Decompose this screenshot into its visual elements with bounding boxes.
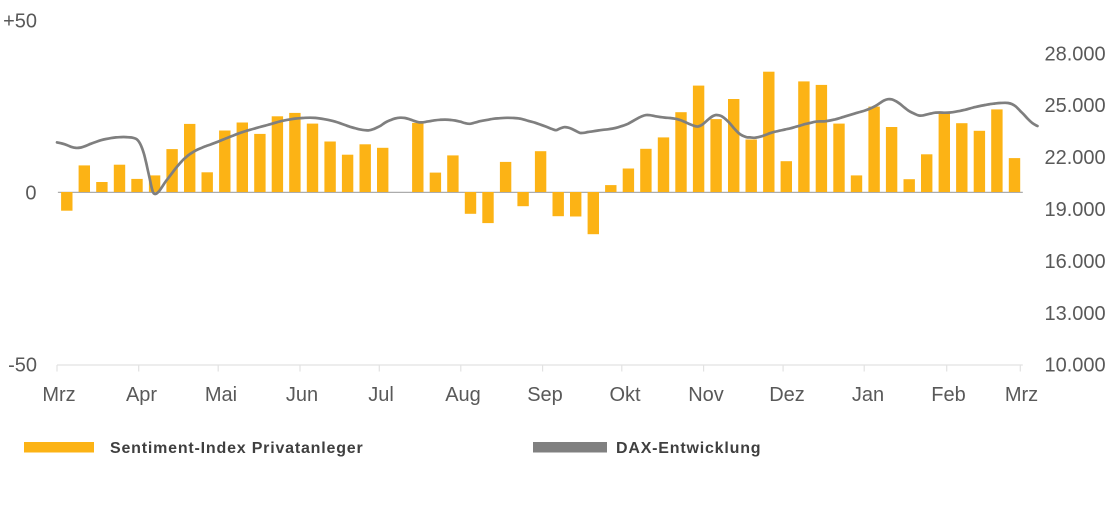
svg-text:Apr: Apr [126,384,157,406]
svg-text:-50: -50 [8,355,37,377]
svg-text:Jul: Jul [368,384,394,406]
svg-text:Nov: Nov [688,384,724,406]
svg-text:+50: +50 [3,10,37,32]
svg-text:Mrz: Mrz [1005,384,1038,406]
svg-text:Jan: Jan [852,384,884,406]
svg-text:Okt: Okt [609,384,641,406]
svg-text:10.000: 10.000 [1045,355,1106,377]
svg-text:Mai: Mai [205,384,237,406]
svg-text:Feb: Feb [931,384,965,406]
svg-text:16.000: 16.000 [1045,251,1106,273]
svg-text:Mrz: Mrz [42,384,75,406]
svg-text:25.000: 25.000 [1045,95,1106,117]
svg-text:Sentiment-Index Privatanleger: Sentiment-Index Privatanleger [110,440,364,457]
svg-text:Jun: Jun [286,384,318,406]
svg-text:22.000: 22.000 [1045,147,1106,169]
svg-text:DAX-Entwicklung: DAX-Entwicklung [616,440,761,457]
svg-text:19.000: 19.000 [1045,199,1106,221]
svg-text:28.000: 28.000 [1045,43,1106,65]
svg-text:Sep: Sep [527,384,563,406]
svg-text:Aug: Aug [445,384,481,406]
svg-text:Dez: Dez [769,384,805,406]
svg-text:13.000: 13.000 [1045,303,1106,325]
svg-text:0: 0 [25,182,36,204]
